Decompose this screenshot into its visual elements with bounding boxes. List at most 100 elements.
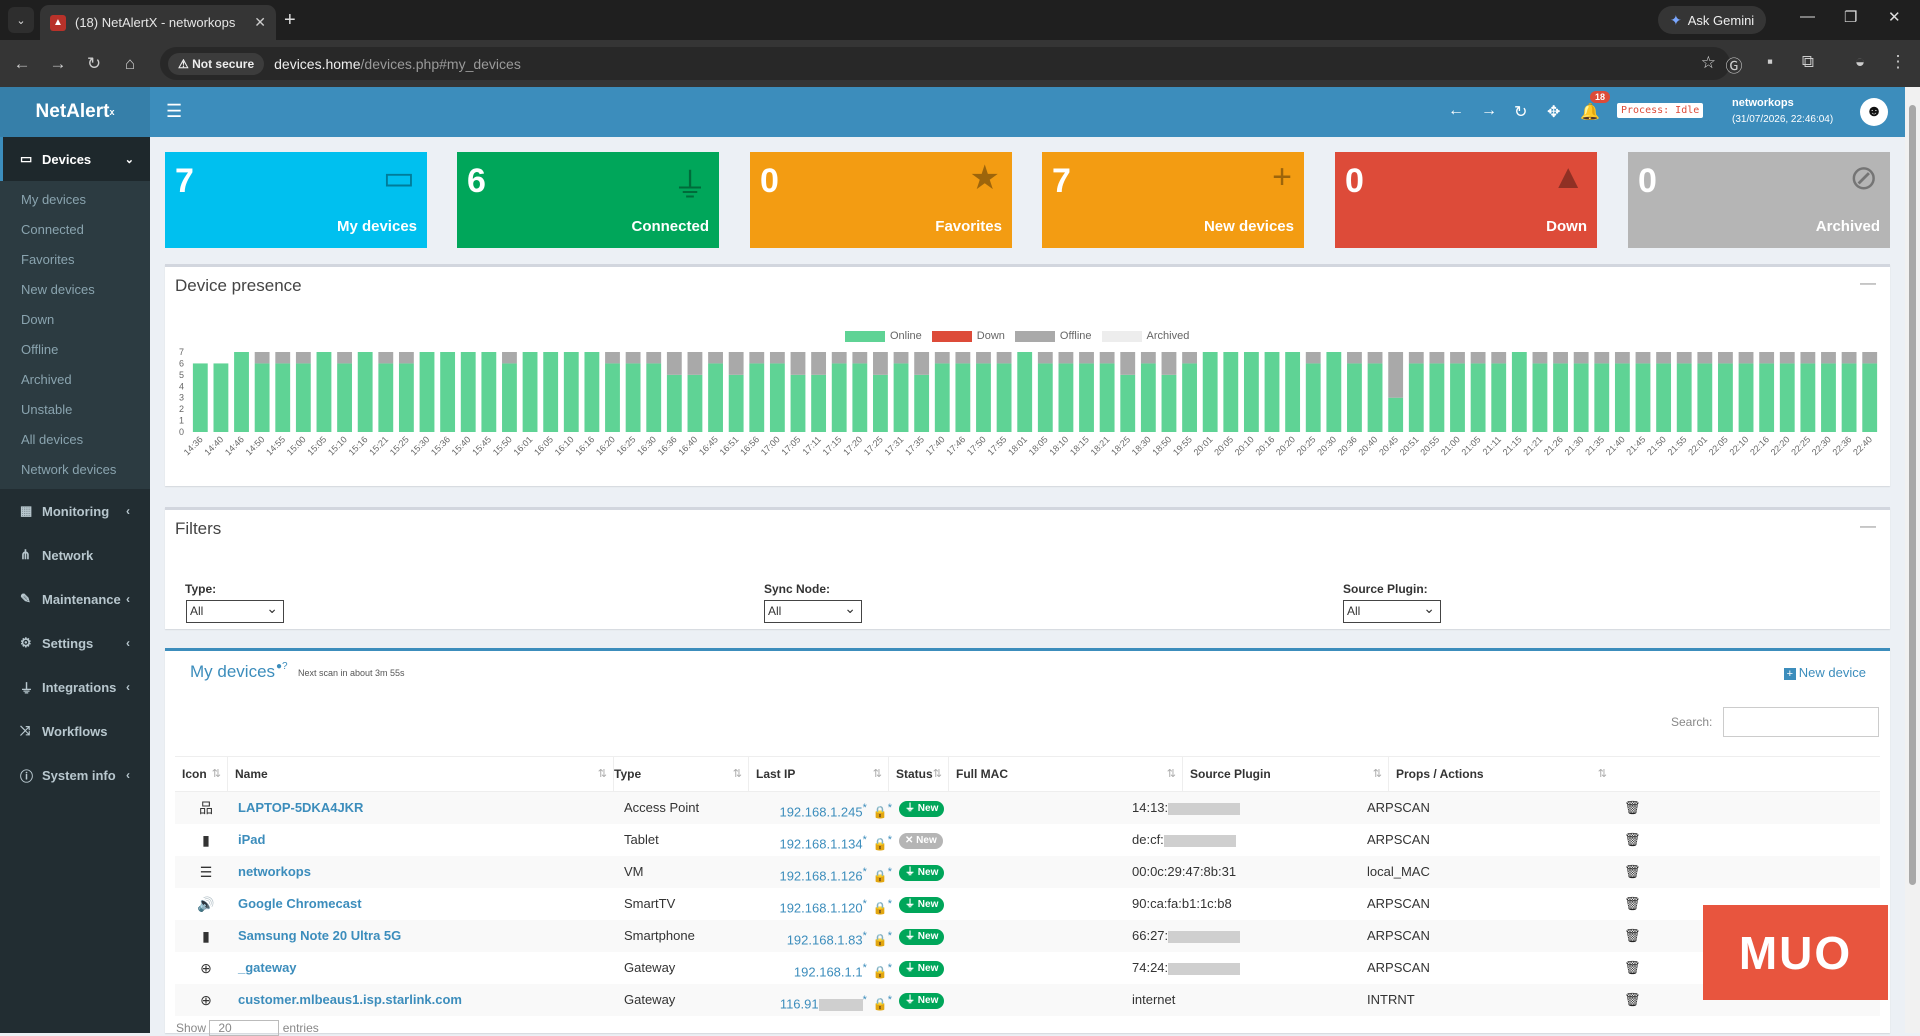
- sidebar-item-devices[interactable]: ▭ Devices ⌄: [0, 137, 150, 181]
- lock-icon[interactable]: 🔒: [872, 933, 888, 948]
- source-plugin-filter-select[interactable]: All: [1343, 598, 1441, 623]
- new-device-button[interactable]: + New device: [1783, 665, 1866, 680]
- bar-offline[interactable]: [852, 352, 868, 364]
- bar-offline[interactable]: [1800, 352, 1816, 364]
- bar-online[interactable]: [1450, 363, 1465, 432]
- device-ip[interactable]: 192.168.1.126* 🔒*: [779, 866, 892, 884]
- bar-online[interactable]: [1532, 363, 1548, 432]
- bar-online[interactable]: [728, 374, 744, 432]
- table-row[interactable]: ⊕ customer.mlbeaus1.isp.starlink.com Gatew…: [175, 984, 1880, 1016]
- column-status[interactable]: Status ⇅: [889, 757, 949, 791]
- bar-online[interactable]: [1718, 363, 1733, 432]
- bar-online[interactable]: [419, 352, 435, 432]
- bar-online[interactable]: [934, 363, 950, 432]
- bar-online[interactable]: [1511, 352, 1527, 432]
- bar-online[interactable]: [1862, 363, 1878, 432]
- bar-online[interactable]: [1408, 363, 1424, 432]
- bar-online[interactable]: [563, 352, 579, 432]
- lock-icon[interactable]: 🔒: [872, 997, 888, 1012]
- bar-offline[interactable]: [275, 352, 291, 364]
- bar-offline[interactable]: [1594, 352, 1610, 364]
- bar-online[interactable]: [749, 363, 765, 432]
- bar-online[interactable]: [1738, 363, 1754, 432]
- bar-online[interactable]: [914, 374, 930, 432]
- bar-online[interactable]: [1305, 363, 1321, 432]
- bar-online[interactable]: [1388, 397, 1404, 432]
- bar-offline[interactable]: [1079, 352, 1094, 364]
- bar-online[interactable]: [852, 363, 868, 432]
- bar-online[interactable]: [1367, 363, 1383, 432]
- bar-online[interactable]: [1182, 363, 1197, 432]
- bar-offline[interactable]: [398, 352, 414, 364]
- bar-online[interactable]: [1429, 363, 1445, 432]
- trash-icon[interactable]: 🗑: [1624, 864, 1641, 879]
- bar-offline[interactable]: [749, 352, 765, 364]
- extension-icon[interactable]: ▪: [1766, 52, 1774, 71]
- bar-online[interactable]: [976, 363, 991, 432]
- sidebar-item-new-devices[interactable]: New devices: [21, 282, 95, 297]
- bar-offline[interactable]: [976, 352, 991, 364]
- bar-offline[interactable]: [1553, 352, 1568, 364]
- bar-offline[interactable]: [996, 352, 1012, 364]
- bar-offline[interactable]: [934, 352, 950, 364]
- bar-online[interactable]: [1099, 363, 1115, 432]
- bar-offline[interactable]: [1821, 352, 1836, 364]
- sidebar-item-my-devices[interactable]: My devices: [21, 192, 87, 207]
- lock-icon[interactable]: 🔒: [872, 965, 888, 980]
- bar-online[interactable]: [1120, 374, 1136, 432]
- bar-online[interactable]: [666, 374, 682, 432]
- bar-offline[interactable]: [1862, 352, 1878, 364]
- bar-online[interactable]: [1821, 363, 1836, 432]
- bar-online[interactable]: [831, 363, 847, 432]
- device-ip[interactable]: 192.168.1.134* 🔒*: [779, 834, 892, 852]
- bar-offline[interactable]: [1614, 352, 1630, 364]
- lock-icon[interactable]: 🔒: [872, 837, 888, 852]
- ask-gemini-button[interactable]: ✦ Ask Gemini: [1658, 6, 1767, 34]
- bar-offline[interactable]: [914, 352, 930, 375]
- table-row[interactable]: ⊕ _gateway Gateway 192.168.1.1* 🔒* ⏚ New 74:24…: [175, 952, 1880, 984]
- lock-icon[interactable]: 🔒: [872, 805, 888, 820]
- bar-online[interactable]: [1614, 363, 1630, 432]
- card-my-devices[interactable]: 7 ▭ My devices: [165, 152, 427, 248]
- bar-offline[interactable]: [1388, 352, 1404, 398]
- bookmark-star-icon[interactable]: ☆: [1700, 53, 1716, 72]
- device-name-link[interactable]: Google Chromecast: [238, 896, 362, 911]
- bar-online[interactable]: [192, 363, 208, 432]
- trash-icon[interactable]: 🗑: [1624, 992, 1641, 1007]
- bar-offline[interactable]: [1058, 352, 1074, 364]
- trash-icon[interactable]: 🗑: [1624, 896, 1641, 911]
- device-ip[interactable]: 116.91 * 🔒*: [779, 994, 892, 1012]
- page-scrollbar[interactable]: [1905, 87, 1920, 1033]
- browser-tab[interactable]: ▲ (18) NetAlertX - networkops ✕: [40, 5, 276, 40]
- type-filter-select[interactable]: All: [186, 598, 284, 623]
- sidebar-item-integrations[interactable]: ⏚ Integrations ‹: [20, 679, 130, 696]
- bar-online[interactable]: [1759, 363, 1775, 432]
- table-row[interactable]: ▮ iPad Tablet 192.168.1.134* 🔒* ✕ New de:cf: AR…: [175, 824, 1880, 856]
- minimize-icon[interactable]: —: [1800, 8, 1815, 25]
- bar-online[interactable]: [337, 363, 352, 432]
- bar-online[interactable]: [254, 363, 270, 432]
- bar-offline[interactable]: [873, 352, 888, 375]
- bar-online[interactable]: [1243, 352, 1259, 432]
- bar-offline[interactable]: [1676, 352, 1692, 364]
- refresh-icon[interactable]: ↻: [1514, 104, 1528, 121]
- sidebar-item-workflows[interactable]: ⤨ Workflows: [20, 723, 108, 739]
- bar-online[interactable]: [1676, 363, 1692, 432]
- legend-down[interactable]: Down: [931, 330, 1005, 342]
- bar-online[interactable]: [1202, 352, 1218, 432]
- column-props-actions[interactable]: Props / Actions ⇅: [1396, 767, 1607, 781]
- bar-offline[interactable]: [1099, 352, 1115, 364]
- bar-offline[interactable]: [790, 352, 806, 375]
- device-ip[interactable]: 192.168.1.1* 🔒*: [793, 962, 892, 980]
- column-full-mac[interactable]: Full MAC ⇅: [949, 757, 1183, 791]
- bar-online[interactable]: [398, 363, 414, 432]
- bar-online[interactable]: [1037, 363, 1053, 432]
- device-ip[interactable]: 192.168.1.120* 🔒*: [779, 898, 892, 916]
- card-new-devices[interactable]: 7 + New devices: [1042, 152, 1304, 248]
- bar-online[interactable]: [708, 363, 723, 432]
- column-source-plugin[interactable]: Source Plugin ⇅: [1183, 757, 1389, 791]
- lock-icon[interactable]: 🔒: [872, 901, 888, 916]
- card-archived[interactable]: 0 ⊘ Archived: [1628, 152, 1890, 248]
- bar-online[interactable]: [357, 352, 373, 432]
- bar-offline[interactable]: [1429, 352, 1445, 364]
